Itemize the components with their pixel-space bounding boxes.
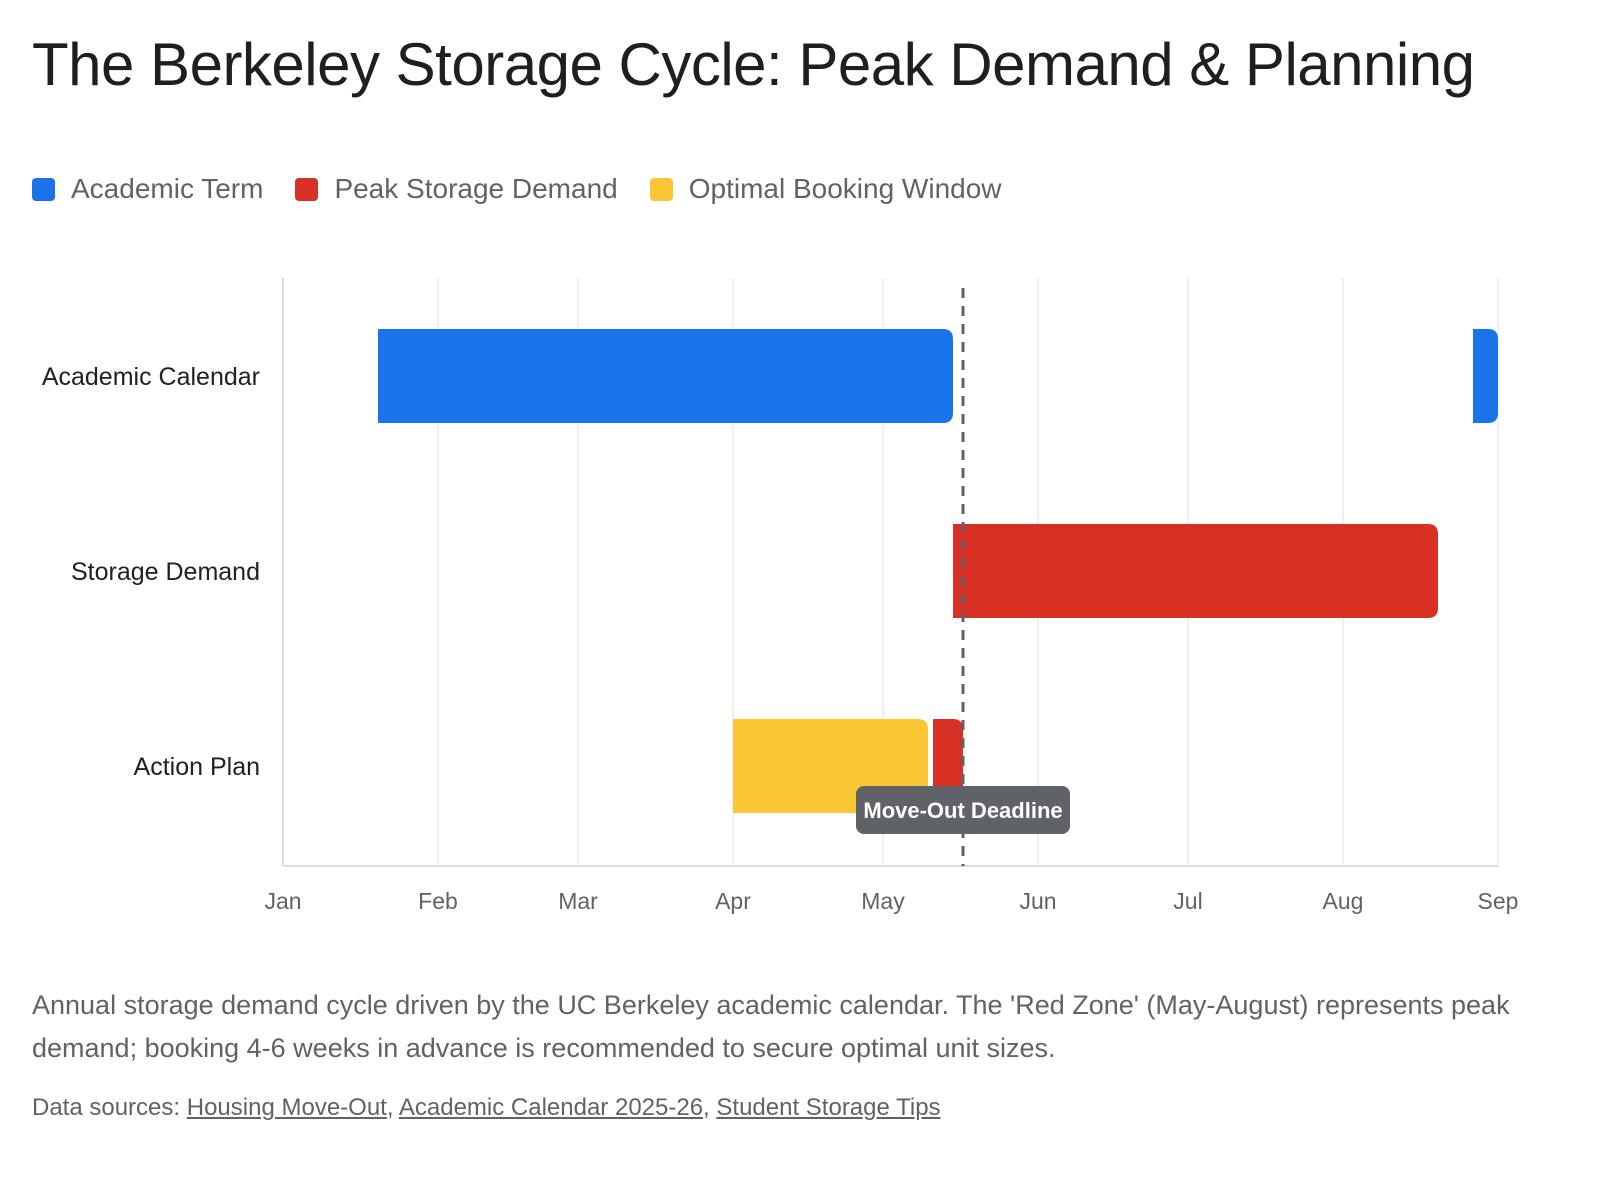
data-sources: Data sources: Housing Move-Out, Academic… [32, 1094, 941, 1121]
chart-title: The Berkeley Storage Cycle: Peak Demand … [32, 31, 1475, 98]
move-out-deadline-label: Move-Out Deadline [863, 798, 1062, 823]
source-link-student-storage-tips[interactable]: Student Storage Tips [716, 1094, 941, 1121]
sources-prefix: Data sources: [32, 1094, 181, 1121]
row-label-storage-demand: Storage Demand [71, 558, 260, 586]
x-tick-label-may: May [861, 888, 905, 914]
move-out-deadline-badge [856, 786, 1070, 834]
gantt-chart: Jan Feb Mar Apr May Jun Jul Aug Sep Academic Cale… [42, 278, 1519, 914]
x-tick-label-mar: Mar [558, 888, 598, 914]
source-link-housing-move-out[interactable]: Housing Move-Out [186, 1094, 387, 1121]
x-tick-label-jun: Jun [1019, 888, 1056, 914]
x-tick-label-aug: Aug [1323, 888, 1364, 914]
legend-label-academic-term: Academic Term [71, 173, 264, 204]
x-tick-label-apr: Apr [715, 888, 751, 914]
bar-storage-demand-2 [953, 524, 1438, 618]
source-link-academic-calendar[interactable]: Academic Calendar 2025-26 [398, 1094, 704, 1121]
legend-label-booking-window: Optimal Booking Window [688, 173, 1002, 204]
legend-swatch-academic-term [32, 177, 55, 201]
x-tick-label-jan: Jan [264, 888, 301, 914]
legend-swatch-booking-window [649, 177, 673, 201]
legend: Academic Term Peak Storage Demand Optima… [32, 172, 1002, 206]
x-tick-label-sep: Sep [1478, 888, 1519, 914]
legend-label-peak-demand: Peak Storage Demand [334, 173, 618, 204]
x-tick-label-feb: Feb [418, 888, 458, 914]
row-label-action-plan: Action Plan [134, 753, 260, 781]
x-tick-label-jul: Jul [1173, 888, 1202, 914]
legend-item-peak-demand[interactable]: Peak Storage Demand [295, 173, 618, 205]
legend-item-academic-term[interactable]: Academic Term [32, 173, 263, 205]
row-label-academic-calendar: Academic Calendar [42, 363, 260, 391]
legend-swatch-peak-demand [295, 177, 319, 201]
bar-academic-calendar-1 [1473, 329, 1498, 423]
chart-caption: Annual storage demand cycle driven by th… [32, 990, 1510, 1063]
legend-item-booking-window[interactable]: Optimal Booking Window [649, 173, 1002, 205]
bar-academic-calendar-0 [378, 329, 953, 423]
